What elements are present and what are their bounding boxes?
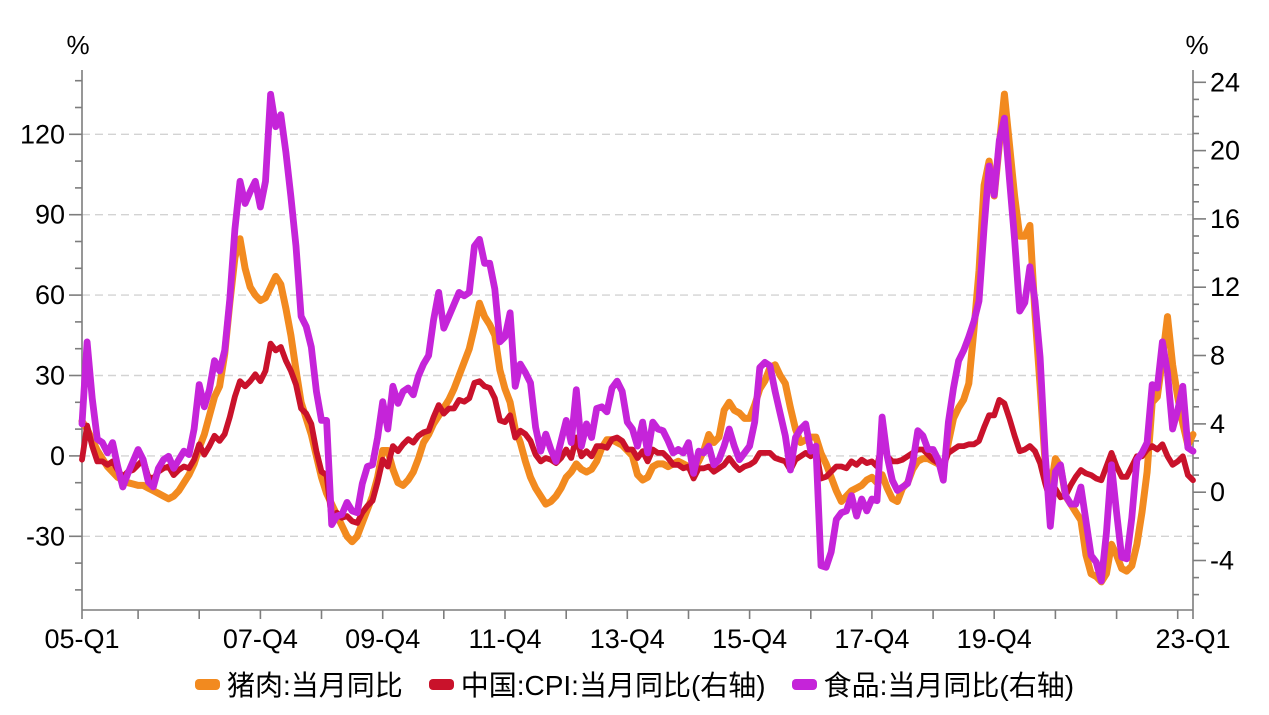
x-tick-label-11-Q4: 11-Q4 [468, 624, 541, 654]
y-right-tick-label-20: 20 [1210, 136, 1240, 166]
y-right-tick-label-4: 4 [1210, 409, 1225, 439]
x-tick-label-09-Q4: 09-Q4 [345, 624, 420, 654]
legend-swatch-food [791, 678, 817, 690]
series-group [78, 90, 1197, 586]
y-left-tick-label-60: 60 [35, 280, 65, 310]
y-left-tick-label-90: 90 [35, 200, 65, 230]
y-left-tick-label-30: 30 [35, 361, 65, 391]
legend-swatch-cpi [428, 678, 454, 690]
series-line-1 [79, 340, 1196, 526]
y-right-tick-label-16: 16 [1210, 204, 1240, 234]
series-line-2 [78, 90, 1197, 585]
legend: 猪肉:当月同比 中国:CPI:当月同比(右轴) 食品:当月同比(右轴) [0, 656, 1269, 712]
y-right-tick-label-0: 0 [1210, 477, 1225, 507]
x-tick-label-13-Q4: 13-Q4 [590, 624, 665, 654]
y-left-tick-label--30: -30 [26, 521, 65, 551]
y-right-tick-label-24: 24 [1210, 67, 1240, 97]
legend-label-cpi: 中国:CPI:当月同比(右轴) [460, 670, 766, 701]
y-right-tick-label-8: 8 [1210, 341, 1225, 371]
left-axis-unit-label: % [66, 30, 89, 60]
axis-labels-group: -30 0 30 60 90 120 -4 0 4 8 12 16 20 24 05-Q1 07-Q4 09-Q… [20, 30, 1240, 654]
x-tick-label-23-Q1: 23-Q1 [1155, 624, 1230, 654]
chart-svg: -30 0 30 60 90 120 -4 0 4 8 12 16 20 24 05-Q1 07-Q4 09-Q… [20, 30, 1240, 654]
y-left-tick-label-120: 120 [20, 119, 65, 149]
legend-item-cpi: 中国:CPI:当月同比(右轴) [428, 664, 766, 704]
x-tick-label-17-Q4: 17-Q4 [834, 624, 909, 654]
x-tick-label-07-Q4: 07-Q4 [223, 624, 298, 654]
x-tick-label-19-Q4: 19-Q4 [957, 624, 1032, 654]
right-axis-unit-label: % [1185, 30, 1208, 60]
legend-item-food: 食品:当月同比(右轴) [791, 664, 1075, 704]
axes-group [69, 70, 1206, 619]
legend-item-pork: 猪肉:当月同比 [194, 664, 403, 704]
y-right-tick-label--4: -4 [1210, 546, 1234, 576]
series-line-0 [78, 90, 1197, 586]
x-tick-label-15-Q4: 15-Q4 [712, 624, 787, 654]
x-tick-label-05-Q1: 05-Q1 [44, 624, 119, 654]
y-right-tick-label-12: 12 [1210, 272, 1240, 302]
y-left-tick-label-0: 0 [50, 441, 65, 471]
legend-label-pork: 猪肉:当月同比 [226, 670, 403, 701]
legend-label-food: 食品:当月同比(右轴) [823, 670, 1075, 701]
legend-swatch-pork [194, 678, 220, 690]
